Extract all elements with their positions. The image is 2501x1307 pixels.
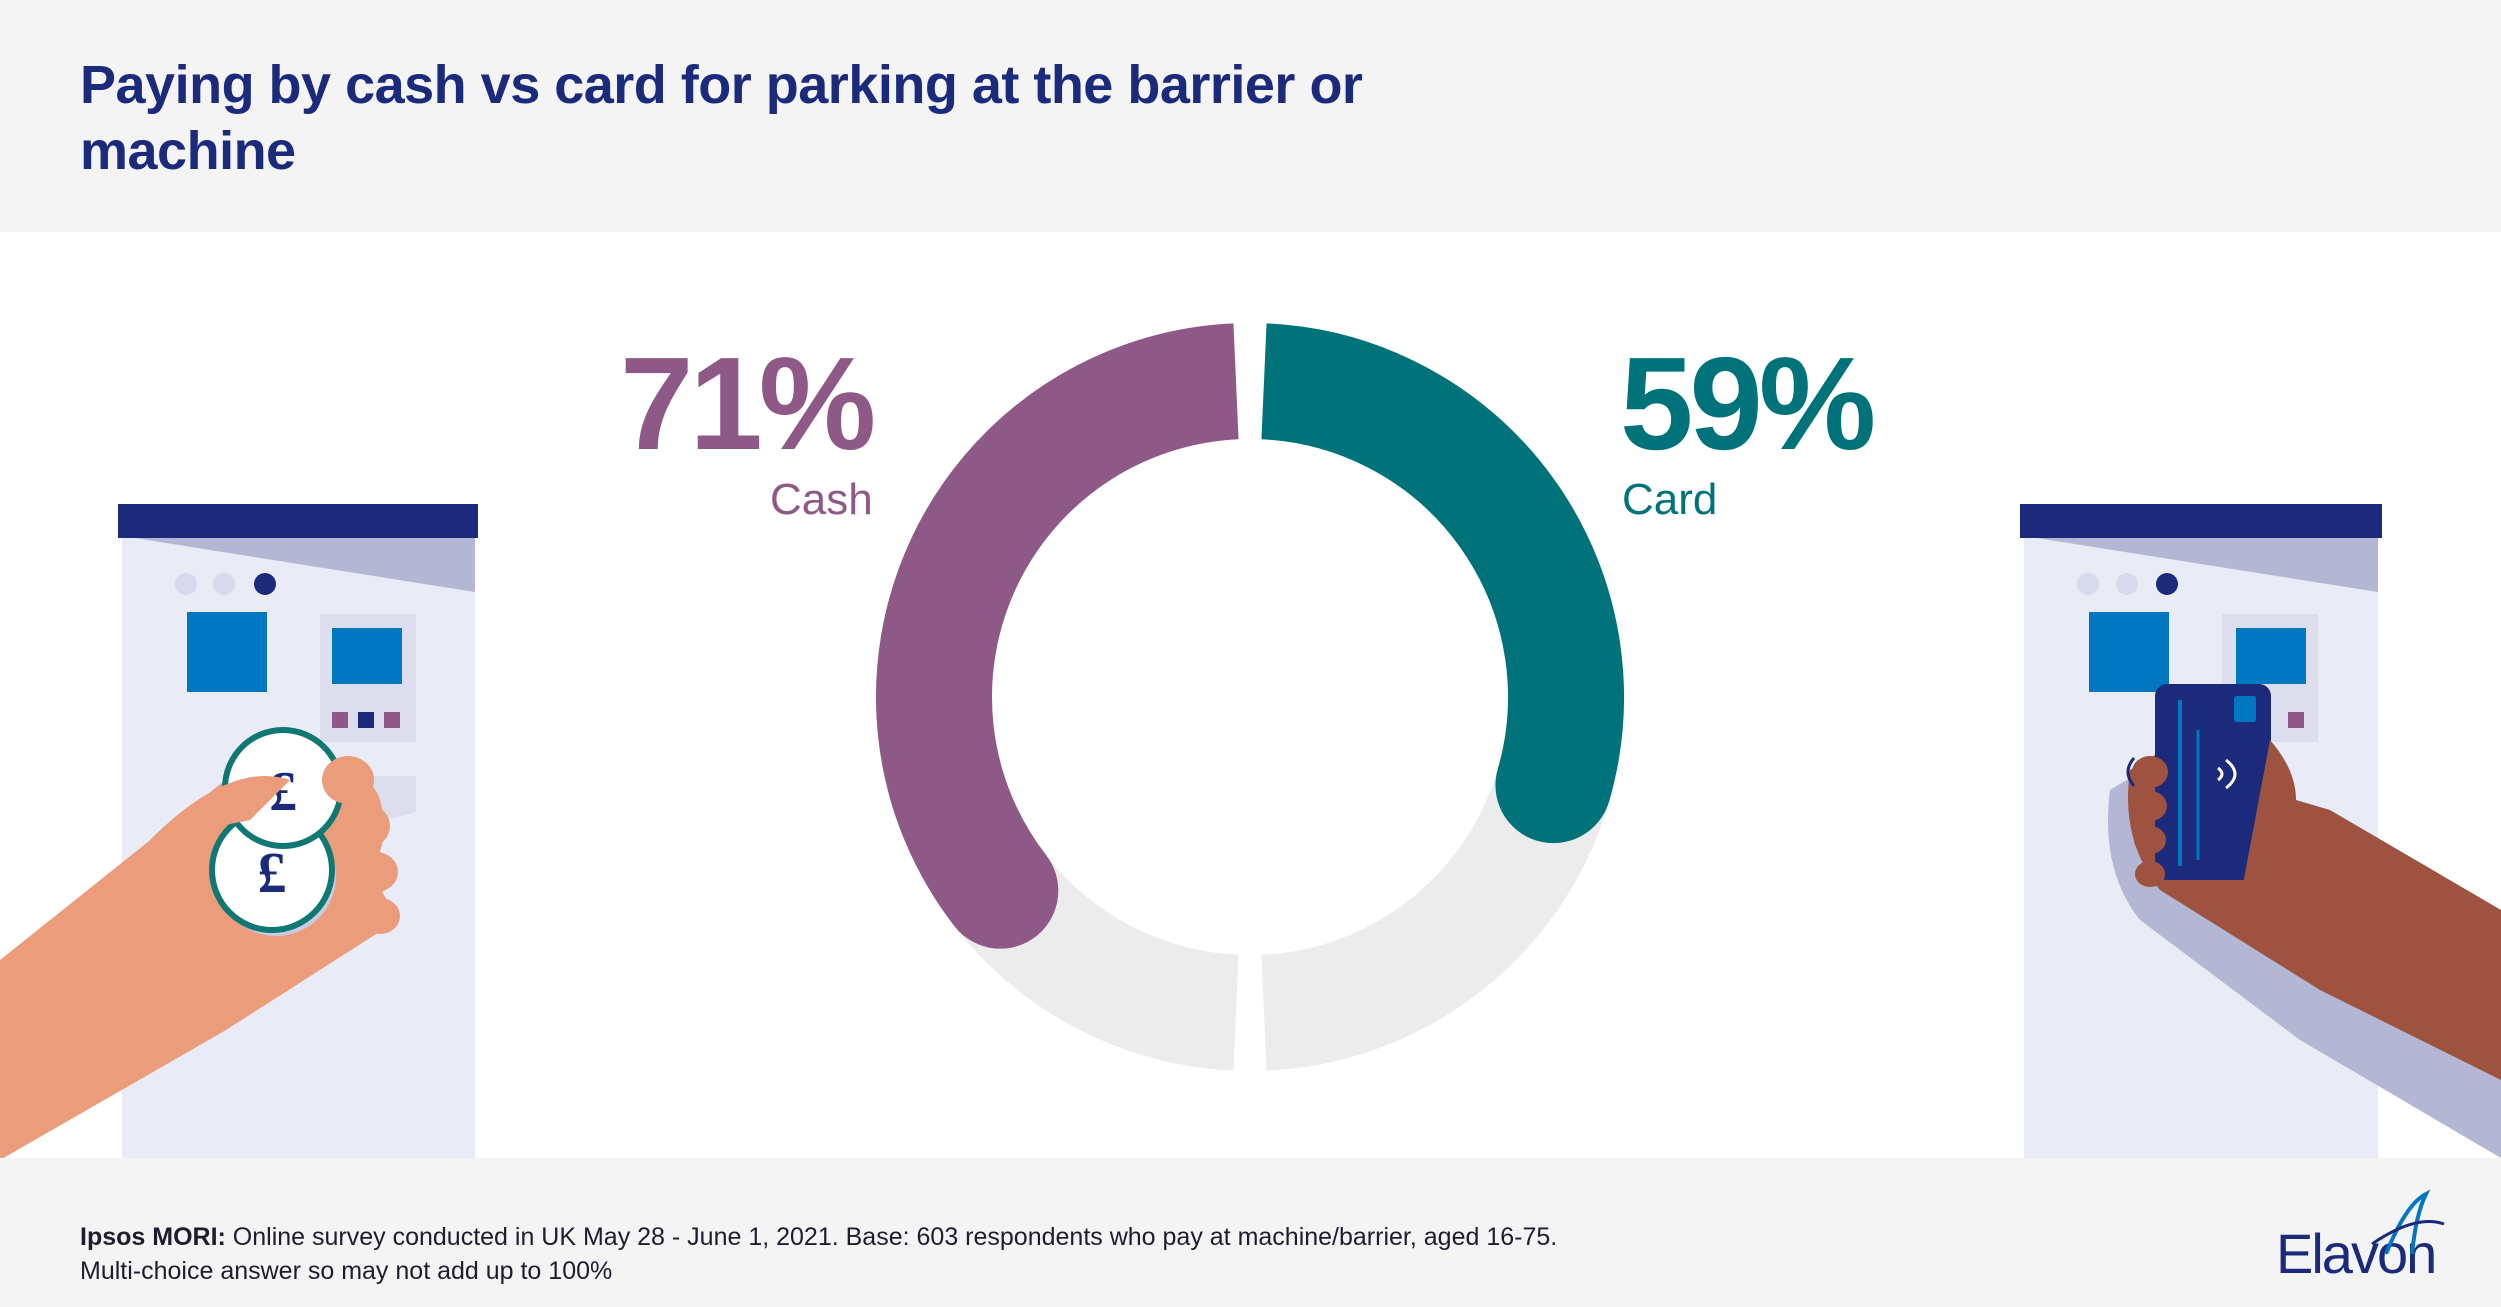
page-title: Paying by cash vs card for parking at th… bbox=[80, 55, 1363, 181]
card-percentage: 59% bbox=[1620, 330, 1876, 477]
cash-percentage: 71% bbox=[620, 330, 876, 477]
source-note: Ipsos MORI: Online survey conducted in U… bbox=[80, 1220, 1980, 1288]
footer-band bbox=[0, 1158, 2501, 1307]
source-text: Online survey conducted in UK May 28 - J… bbox=[225, 1223, 1558, 1251]
cash-arc bbox=[876, 323, 1240, 949]
cash-label: Cash bbox=[770, 475, 873, 524]
svg-text:£: £ bbox=[258, 840, 287, 905]
header-band: Paying by cash vs card for parking at th… bbox=[0, 0, 2501, 232]
elavon-swoosh-icon bbox=[2371, 1189, 2445, 1254]
source-line-1: Ipsos MORI: Online survey conducted in U… bbox=[80, 1220, 1980, 1254]
card-arc bbox=[1260, 323, 1624, 844]
hand-with-pound-coins-icon: £ £ bbox=[0, 727, 400, 1160]
card-label: Card bbox=[1622, 475, 1718, 524]
hand-with-contactless-card-icon bbox=[2108, 684, 2501, 1158]
elavon-logo: Elavon bbox=[2276, 1189, 2456, 1284]
source-label: Ipsos MORI: bbox=[80, 1223, 226, 1251]
source-line-2: Multi-choice answer so may not add up to… bbox=[80, 1257, 613, 1285]
